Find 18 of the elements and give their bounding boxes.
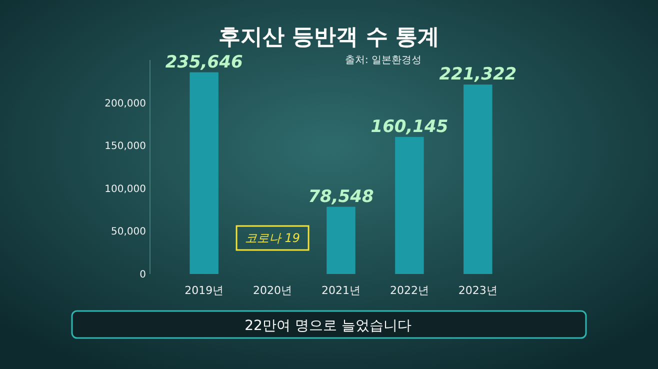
- y-tick-label: 150,000: [104, 141, 146, 152]
- y-tick-label: 100,000: [104, 184, 146, 195]
- y-tick-label: 0: [140, 270, 146, 280]
- chart-title: 후지산 등반객 수 통계: [218, 25, 440, 50]
- x-tick-label: 2021년: [322, 284, 360, 297]
- data-label: 78,548: [308, 186, 374, 207]
- data-label: 235,646: [165, 52, 243, 72]
- y-tick-label: 50,000: [111, 226, 146, 238]
- annotation: 코로나 19: [244, 231, 300, 246]
- chart-subtitle: 출처: 일본환경성: [345, 55, 422, 66]
- y-tick-label: 200,000: [104, 98, 146, 110]
- data-label: 221,322: [439, 64, 517, 85]
- text: 22만여 명으로 늘었습니다: [244, 318, 412, 334]
- x-tick-label: 2022년: [390, 284, 429, 297]
- data-label: 160,145: [370, 116, 448, 137]
- x-tick-label: 2019년: [184, 284, 224, 297]
- x-tick-label: 2020년: [253, 284, 292, 297]
- x-tick-label: 2023년: [458, 284, 498, 297]
